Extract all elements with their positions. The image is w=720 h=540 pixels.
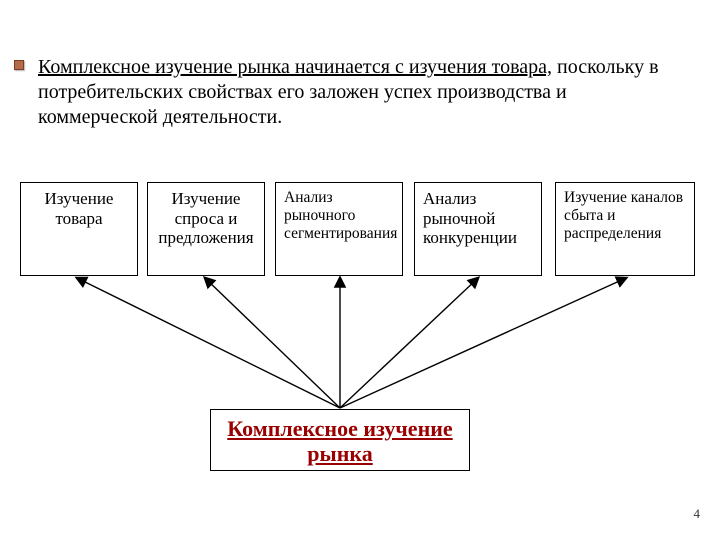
intro-underlined: Комплексное изучение рынка начинается с … <box>38 56 552 78</box>
top-box-1: Изучение спроса и предложения <box>147 182 265 276</box>
top-box-3: Анализ рыночной конкуренции <box>414 182 542 276</box>
top-box-label: Анализ рыночной конкуренции <box>423 189 517 247</box>
arrow-3 <box>340 278 478 408</box>
top-box-label: Изучение спроса и предложения <box>158 189 253 247</box>
top-box-label: Изучение каналов сбыта и распределения <box>564 189 683 242</box>
top-box-2: Анализ рыночного сегментирования <box>275 182 403 276</box>
arrow-4 <box>340 278 626 408</box>
page-number: 4 <box>694 506 701 522</box>
top-box-label: Анализ рыночного сегментирования <box>284 189 397 242</box>
top-box-4: Изучение каналов сбыта и распределения <box>555 182 695 276</box>
top-box-0: Изучение товара <box>20 182 138 276</box>
bullet-icon <box>14 60 24 70</box>
intro-text: Комплексное изучение рынка начинается с … <box>38 55 690 130</box>
bottom-box: Комплексное изучение рынка <box>210 409 470 471</box>
top-box-label: Изучение товара <box>45 189 114 228</box>
bottom-box-label: Комплексное изучение рынка <box>211 416 469 467</box>
arrow-0 <box>77 278 340 408</box>
arrow-1 <box>205 278 340 408</box>
